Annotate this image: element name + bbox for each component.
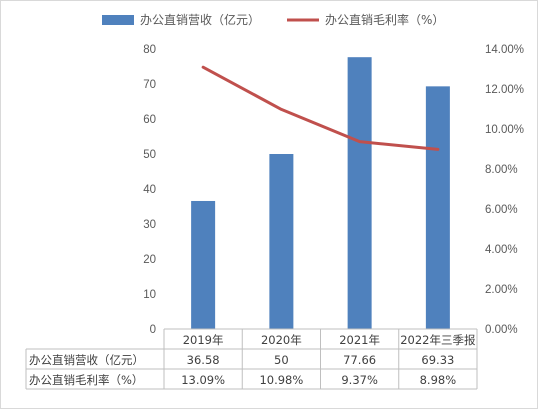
category-label: 2021年 [339, 333, 380, 347]
right-axis-tick-label: 6.00% [485, 204, 518, 216]
left-axis-tick-label: 0 [150, 324, 156, 336]
category-label: 2019年 [183, 333, 224, 347]
right-axis-tick-label: 10.00% [485, 124, 524, 136]
left-axis-tick-label: 50 [143, 149, 156, 161]
table-cell: 9.37% [341, 373, 378, 387]
left-axis: 0 10 20 30 40 50 60 70 80 [143, 44, 156, 336]
line-point [359, 141, 361, 143]
bar-series [191, 57, 450, 329]
table-cell: 36.58 [187, 353, 220, 367]
right-axis-tick-label: 0.00% [485, 324, 518, 336]
table-cell: 8.98% [420, 373, 457, 387]
table-cell: 13.09% [181, 373, 225, 387]
left-axis-tick-label: 30 [143, 219, 156, 231]
left-axis-tick-label: 60 [143, 114, 156, 126]
bar [425, 86, 450, 329]
line-series [201, 65, 440, 151]
left-axis-tick-label: 80 [143, 44, 156, 56]
line-point [280, 108, 282, 110]
line-point [202, 66, 204, 68]
category-label: 2020年 [261, 333, 302, 347]
table-cell: 50 [274, 353, 289, 367]
right-axis-tick-label: 4.00% [485, 244, 518, 256]
right-axis-tick-label: 12.00% [485, 84, 524, 96]
left-axis-tick-label: 10 [143, 289, 156, 301]
table-cell: 69.33 [421, 353, 454, 367]
bar [269, 154, 294, 329]
legend: 办公直销营收（亿元） 办公直销毛利率（%） [102, 12, 444, 27]
right-axis-tick-label: 2.00% [485, 284, 518, 296]
bar [347, 57, 372, 329]
line-point [437, 148, 439, 150]
line-path [201, 65, 440, 151]
right-axis-tick-label: 14.00% [485, 44, 524, 56]
left-axis-tick-label: 70 [143, 79, 156, 91]
right-axis: 0.00% 2.00% 4.00% 6.00% 8.00% 10.00% 12.00% 14.… [485, 44, 524, 336]
legend-swatch-bar [102, 15, 134, 25]
table-row-header: 办公直销毛利率（%） [29, 373, 143, 387]
legend-label-margin: 办公直销毛利率（%） [325, 12, 444, 27]
left-axis-tick-label: 20 [143, 254, 156, 266]
bar [191, 200, 216, 329]
right-axis-tick-label: 8.00% [485, 164, 518, 176]
table-cell: 77.66 [343, 353, 376, 367]
table-row-header: 办公直销营收（亿元） [29, 353, 144, 367]
category-label: 2022年三季报 [400, 333, 476, 347]
left-axis-tick-label: 40 [143, 184, 156, 196]
legend-label-revenue: 办公直销营收（亿元） [140, 12, 260, 27]
table-cell: 10.98% [259, 373, 303, 387]
